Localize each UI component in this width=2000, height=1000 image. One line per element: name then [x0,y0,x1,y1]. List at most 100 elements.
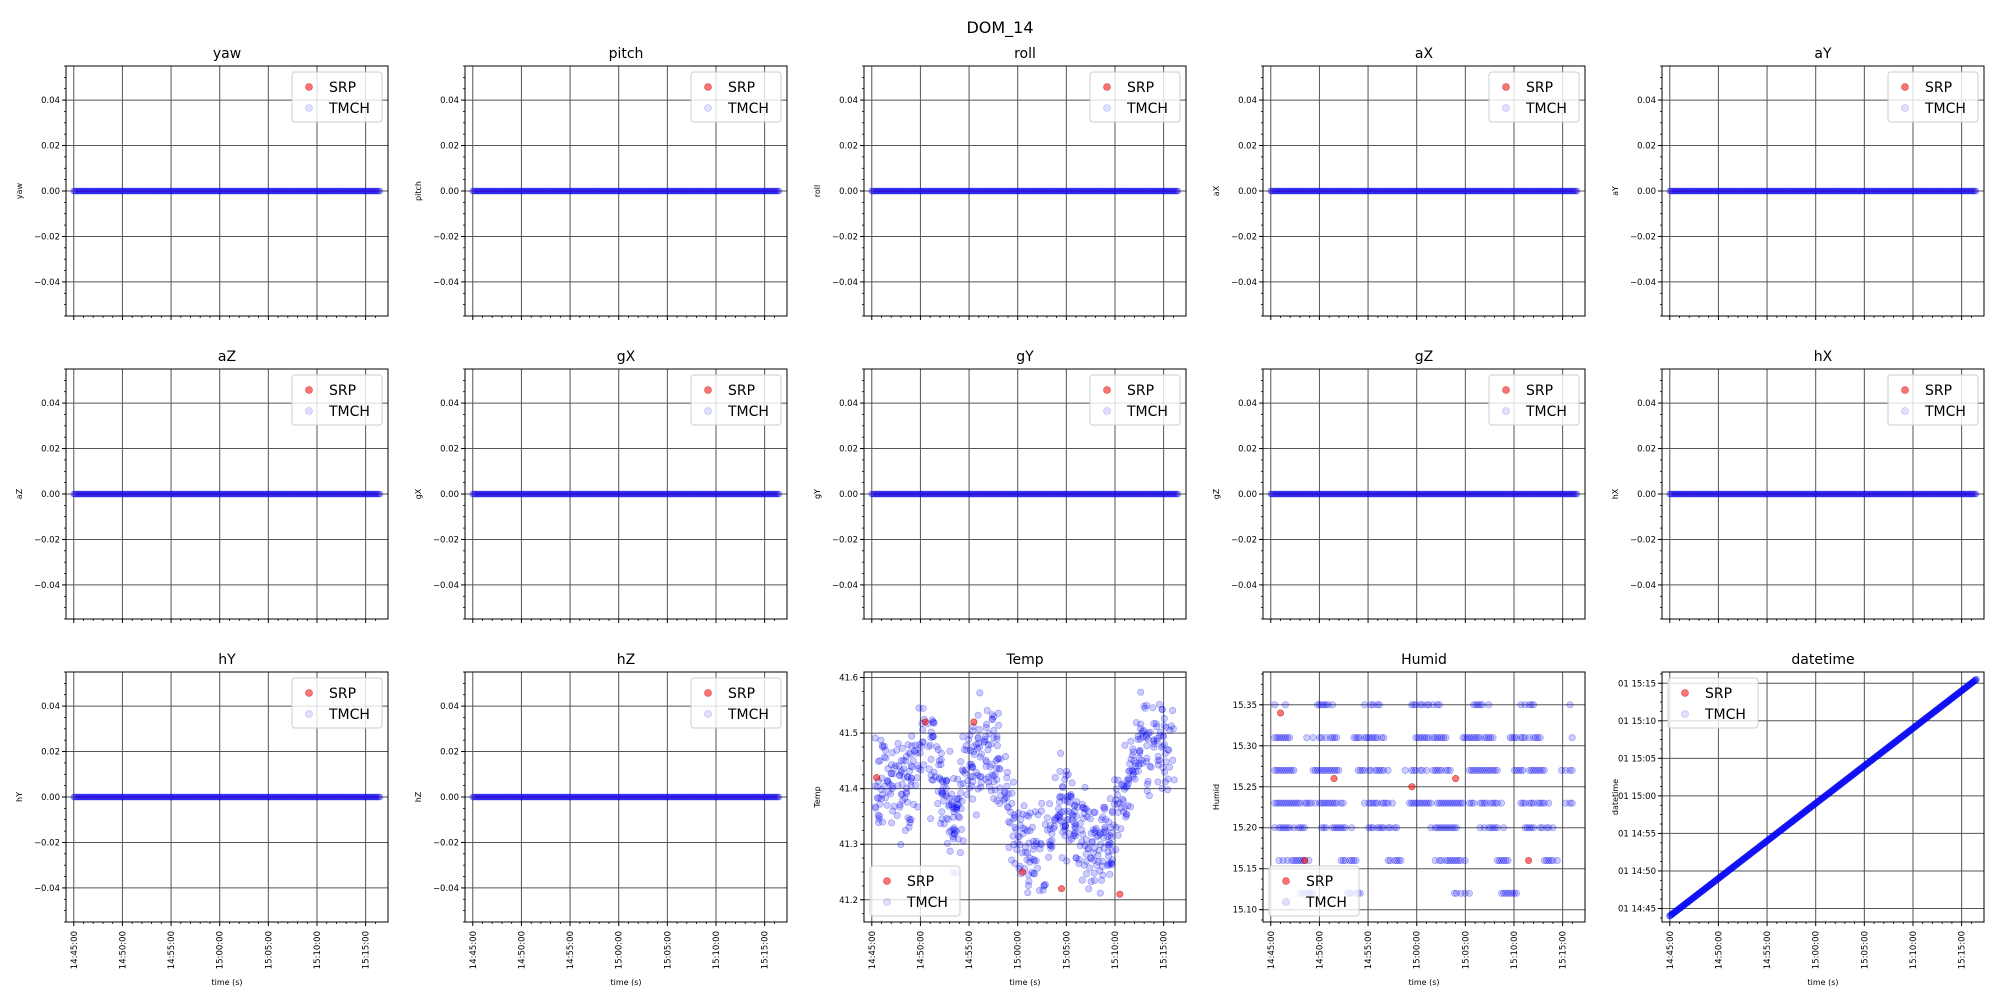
tmch-point [108,187,115,195]
tmch-point [155,187,162,195]
tmch-point [974,734,982,742]
tmch-point [1111,776,1119,784]
x-tick-label: 14:45:00 [868,931,878,969]
y-tick-label: 0.00 [1238,490,1257,500]
y-tick-label: 41.4 [839,785,858,795]
tmch-point [178,187,185,195]
tmch-point [301,187,309,195]
tmch-point [1170,776,1178,784]
y-tick-label: 0.04 [839,399,858,409]
tmch-point [265,187,272,195]
tmch-point [1131,775,1139,783]
subplot-az: aZ 0.04 0.02 0.00 −0.02 −0.04 aZ SRP TMCH [15,349,389,623]
tmch-point [983,706,991,714]
subplot-title: gX [617,349,636,365]
tmch-point [1063,798,1071,806]
legend-label-tmch: TMCH [328,404,370,420]
tmch-point [1140,702,1148,710]
y-tick-label: −0.02 [832,535,858,545]
tmch-point [1127,755,1135,763]
tmch-point [308,187,315,195]
tmch-point [212,187,219,195]
tmch-point [202,187,209,195]
tmch-point [94,187,102,195]
tmch-point [994,755,1002,763]
tmch-point [165,187,172,195]
tmch-point [1137,688,1145,696]
tmch-point [908,732,916,740]
tmch-point [1530,701,1538,709]
y-tick-label: −0.04 [34,581,60,591]
tmch-point [322,187,329,195]
tmch-point [1158,784,1166,792]
tmch-point [86,187,94,195]
tmch-point [1117,825,1125,833]
tmch-point [935,774,943,782]
legend-label-srp: SRP [728,686,755,702]
tmch-point [919,704,927,712]
y-axis-label: Temp [813,786,822,808]
tmch-point [1107,833,1115,841]
tmch-point [285,187,293,195]
tmch-point [267,187,275,195]
tmch-point [246,187,253,195]
tmch-point [88,187,95,195]
y-axis-label: hX [1611,488,1620,499]
tmch-point [287,187,295,195]
tmch-point [1059,783,1067,791]
tmch-point [938,815,946,823]
tmch-point [164,187,171,195]
tmch-point [1376,701,1384,709]
tmch-point [995,721,1003,729]
tmch-point [111,187,118,195]
tmch-point [351,187,358,195]
legend-marker-srp [305,386,313,394]
tmch-point [1169,756,1177,764]
tmch-point [166,187,174,195]
tmch-point [1106,870,1114,878]
tmch-point [124,187,132,195]
tmch-point [1081,841,1089,849]
tmch-point [1095,846,1103,854]
tmch-point [904,773,912,781]
legend-marker-tmch [1502,104,1510,112]
tmch-point [1058,818,1066,826]
y-axis: 0.04 0.02 0.00 −0.02 −0.04 gY [813,368,864,620]
tmch-point [889,770,897,778]
legend-label-srp: SRP [1526,80,1553,96]
tmch-point [972,811,980,819]
legend-label-srp: SRP [1127,80,1154,96]
tmch-point [876,757,884,765]
tmch-point [1051,774,1059,782]
tmch-point [341,187,348,195]
tmch-point [1056,767,1064,775]
tmch-point [140,187,147,195]
tmch-point [148,187,156,195]
tmch-point [213,187,220,195]
tmch-point [193,187,200,195]
tmch-point [191,187,199,195]
tmch-point [920,761,928,769]
tmch-point [183,187,190,195]
x-tick-label: 14:55:00 [965,931,975,969]
tmch-point [943,776,951,784]
tmch-point [1030,870,1038,878]
tmch-point [298,187,305,195]
tmch-point [363,187,371,195]
tmch-point [223,187,231,195]
legend-marker-tmch [1103,104,1111,112]
tmch-point [873,794,881,802]
subplot-temp: Temp 41.6 41.5 41.4 41.3 41.2 Temp 14:45:00 14:5… [813,652,1187,987]
tmch-point [1146,762,1154,770]
y-tick-label: 0.04 [440,702,459,712]
y-tick-label: 0.02 [440,445,459,455]
tmch-point [142,187,150,195]
tmch-point [1056,798,1064,806]
tmch-point [284,187,291,195]
tmch-point [918,738,926,746]
tmch-point [270,187,277,195]
tmch-point [368,187,376,195]
tmch-point [1436,701,1444,709]
x-tick-label: 14:50:00 [517,931,527,969]
y-tick-label: −0.04 [1630,581,1656,591]
